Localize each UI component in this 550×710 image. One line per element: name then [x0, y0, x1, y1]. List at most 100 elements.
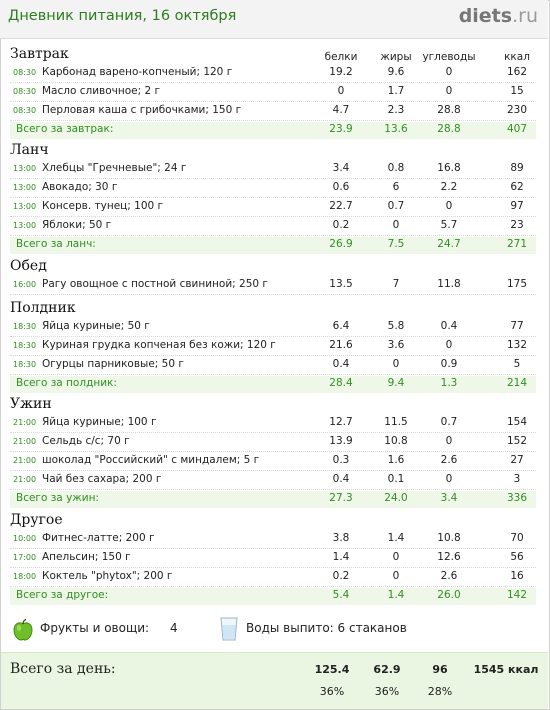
food-fat: 0 — [392, 219, 400, 231]
total-kcal: 407 — [506, 123, 528, 135]
food-row[interactable]: 21:00 Сельдь с/с; 70 г 13.9 10.8 0 152 — [10, 434, 536, 452]
total-carbs: 3.4 — [440, 492, 458, 504]
food-carbs: 2.6 — [440, 454, 458, 466]
site-logo[interactable]: diets.ru — [459, 5, 538, 27]
meal-time: 13:00 — [13, 164, 37, 173]
food-name[interactable]: Чай без сахара; 200 г — [42, 473, 162, 485]
food-fat: 0 — [392, 570, 400, 582]
food-row[interactable]: 08:30 Перловая каша с грибочками; 150 г 4.… — [10, 103, 536, 121]
food-row[interactable]: 18:30 Огурцы парниковые; 50 г 0.4 0 0.9 5 — [10, 357, 536, 375]
food-fat: 10.8 — [384, 435, 408, 447]
food-row[interactable]: 10:00 Фитнес-латте; 200 г 3.8 1.4 10.8 70 — [10, 531, 536, 549]
food-row[interactable]: 16:00 Рагу овощное с постной свининой; 25… — [10, 277, 536, 295]
food-fat: 11.5 — [384, 416, 408, 428]
food-row[interactable]: 21:00 Яйца куриные; 100 г 12.7 11.5 0.7 154 — [10, 415, 536, 433]
food-row[interactable]: 21:00 шоколад "Российский" с миндалем; 5 … — [10, 453, 536, 471]
total-kcal: 271 — [506, 238, 528, 250]
food-fat: 9.6 — [387, 66, 405, 78]
meal-time: 18:30 — [13, 341, 37, 350]
food-name[interactable]: Перловая каша с грибочками; 150 г — [42, 104, 242, 116]
meal-time: 18:30 — [13, 322, 37, 331]
food-name[interactable]: Фитнес-латте; 200 г — [42, 532, 155, 544]
section-total-row: Всего за ланч: 26.9 7.5 24.7 271 — [10, 237, 536, 254]
food-kcal: 175 — [506, 278, 528, 290]
section-title: Ужин — [10, 396, 52, 412]
food-protein: 13.5 — [329, 278, 353, 290]
food-name[interactable]: Авокадо; 30 г — [42, 181, 118, 193]
food-row[interactable]: 08:30 Масло сливочное; 2 г 0 1.7 0 15 — [10, 84, 536, 102]
food-protein: 6.4 — [332, 320, 350, 332]
total-carbs: 24.7 — [437, 238, 461, 250]
food-name[interactable]: Куриная грудка копченая без кожи; 120 г — [42, 339, 276, 351]
day-fat-percent: 36% — [374, 685, 400, 698]
food-kcal: 16 — [510, 570, 524, 582]
total-protein: 23.9 — [329, 123, 353, 135]
food-name[interactable]: Апельсин; 150 г — [42, 551, 131, 563]
day-total-protein: 125.4 — [314, 663, 350, 676]
day-total-label: Всего за день: — [10, 661, 116, 677]
food-carbs: 0.9 — [440, 358, 458, 370]
meal-time: 08:30 — [13, 106, 37, 115]
food-carbs: 0 — [445, 473, 453, 485]
food-fat: 0.7 — [387, 200, 405, 212]
food-row[interactable]: 18:00 Коктель "phytox"; 200 г 0.2 0 2.6 16 — [10, 569, 536, 587]
food-row[interactable]: 13:00 Яблоки; 50 г 0.2 0 5.7 23 — [10, 218, 536, 236]
food-protein: 19.2 — [329, 66, 353, 78]
day-total-panel: Всего за день: 125.4 62.9 96 1545 ккал 3… — [1, 652, 548, 709]
food-name[interactable]: Консерв. тунец; 100 г — [42, 200, 164, 212]
food-protein: 3.8 — [332, 532, 350, 544]
food-name[interactable]: Хлебцы "Гречневые"; 24 г — [42, 162, 187, 174]
food-row[interactable]: 13:00 Авокадо; 30 г 0.6 6 2.2 62 — [10, 180, 536, 198]
food-protein: 21.6 — [329, 339, 353, 351]
food-fat: 1.4 — [387, 532, 405, 544]
section-total-row: Всего за другое: 5.4 1.4 26.0 142 — [10, 588, 536, 605]
food-name[interactable]: Яйца куриные; 50 г — [42, 320, 150, 332]
section-header: Завтрак белки жиры углеводы ккал — [10, 45, 536, 65]
food-fat: 6 — [392, 181, 400, 193]
food-kcal: 56 — [510, 551, 524, 563]
section-header: Другое — [10, 511, 536, 531]
food-carbs: 0.4 — [440, 320, 458, 332]
food-name[interactable]: Рагу овощное с постной свининой; 250 г — [42, 278, 268, 290]
section-total-label: Всего за другое: — [16, 589, 109, 601]
total-fat: 13.6 — [384, 123, 408, 135]
food-carbs: 16.8 — [437, 162, 461, 174]
food-name[interactable]: шоколад "Российский" с миндалем; 5 г — [42, 454, 260, 466]
food-row[interactable]: 18:30 Куриная грудка копченая без кожи; 1… — [10, 338, 536, 356]
food-protein: 0.2 — [332, 219, 350, 231]
meal-time: 21:00 — [13, 437, 37, 446]
food-row[interactable]: 18:30 Яйца куриные; 50 г 6.4 5.8 0.4 77 — [10, 319, 536, 337]
food-carbs: 0 — [445, 200, 453, 212]
meal-time: 21:00 — [13, 475, 37, 484]
total-fat: 24.0 — [384, 492, 408, 504]
food-protein: 1.4 — [332, 551, 350, 563]
food-protein: 22.7 — [329, 200, 353, 212]
food-name[interactable]: Сельдь с/с; 70 г — [42, 435, 130, 447]
total-carbs: 28.8 — [437, 123, 461, 135]
food-name[interactable]: Огурцы парниковые; 50 г — [42, 358, 184, 370]
food-carbs: 0 — [445, 435, 453, 447]
food-fat: 0 — [392, 551, 400, 563]
food-kcal: 62 — [510, 181, 524, 193]
meal-time: 13:00 — [13, 183, 37, 192]
food-name[interactable]: Коктель "phytox"; 200 г — [42, 570, 173, 582]
food-name[interactable]: Карбонад варено-копченый; 120 г — [42, 66, 233, 78]
food-row[interactable]: 13:00 Консерв. тунец; 100 г 22.7 0.7 0 97 — [10, 199, 536, 217]
food-row[interactable]: 08:30 Карбонад варено-копченый; 120 г 19.2… — [10, 65, 536, 83]
food-carbs: 2.6 — [440, 570, 458, 582]
food-kcal: 97 — [510, 200, 524, 212]
food-name[interactable]: Яблоки; 50 г — [42, 219, 112, 231]
food-kcal: 77 — [510, 320, 524, 332]
food-carbs: 2.2 — [440, 181, 458, 193]
meal-time: 17:00 — [13, 553, 37, 562]
food-row[interactable]: 17:00 Апельсин; 150 г 1.4 0 12.6 56 — [10, 550, 536, 568]
food-name[interactable]: Яйца куриные; 100 г — [42, 416, 157, 428]
total-kcal: 214 — [506, 377, 528, 389]
section-total-label: Всего за ланч: — [16, 238, 96, 250]
header: Дневник питания, 16 октября diets.ru — [0, 0, 548, 39]
food-row[interactable]: 21:00 Чай без сахара; 200 г 0.4 0.1 0 3 — [10, 472, 536, 490]
food-row[interactable]: 13:00 Хлебцы "Гречневые"; 24 г 3.4 0.8 16.8 8… — [10, 161, 536, 179]
food-name[interactable]: Масло сливочное; 2 г — [42, 85, 161, 97]
page-title: Дневник питания, 16 октября — [8, 8, 237, 24]
section-total-label: Всего за завтрак: — [16, 123, 114, 135]
